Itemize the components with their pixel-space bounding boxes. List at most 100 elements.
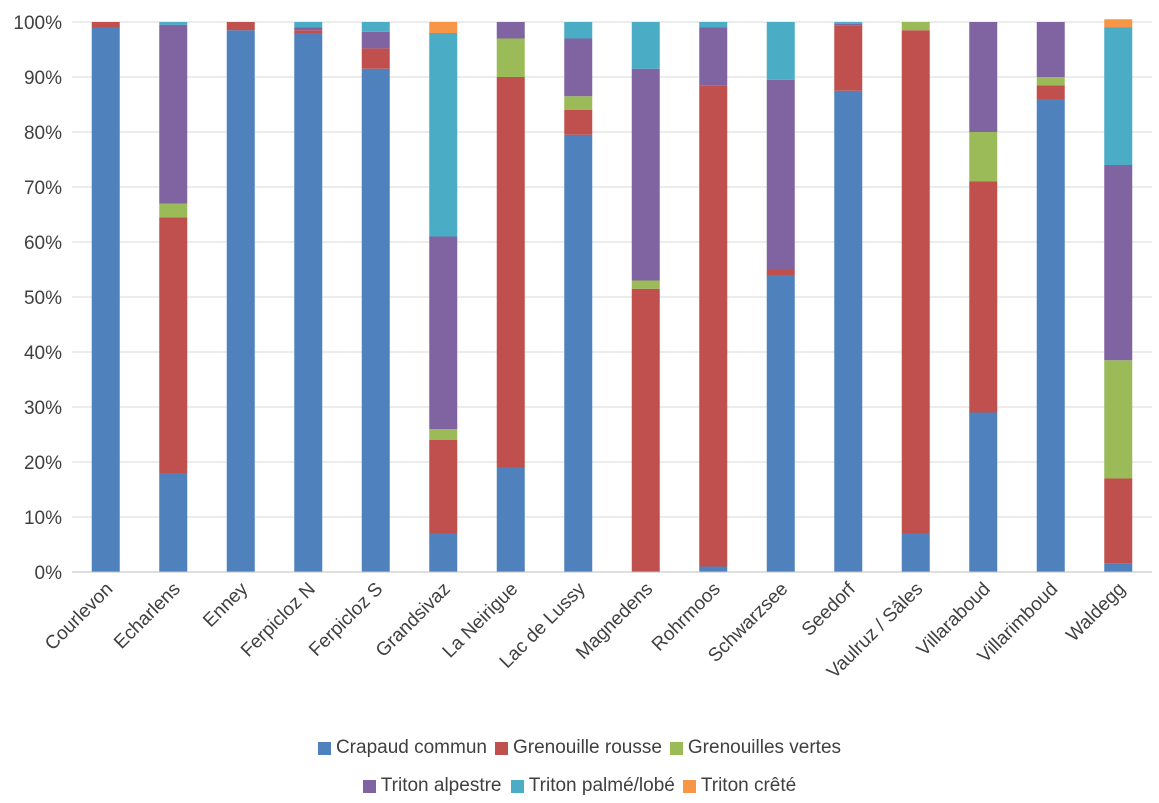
- legend-item-triton-crete: Triton crêté: [682, 775, 797, 797]
- bar-segment: [699, 27, 728, 86]
- bar-segment: [294, 22, 323, 28]
- bar-segment: [496, 38, 525, 77]
- bar-segment: [564, 38, 593, 97]
- bar-segment: [159, 473, 188, 572]
- legend-swatch: [494, 741, 508, 755]
- legend-item-triton-alpestre: Triton alpestre: [362, 775, 503, 797]
- bar-segment: [969, 132, 998, 182]
- bar-segment: [1036, 85, 1065, 99]
- bar-segment: [226, 22, 255, 31]
- bar-segment: [631, 288, 660, 572]
- bar-segment: [766, 275, 795, 572]
- y-tick-label: 30%: [24, 398, 62, 419]
- bar-segment: [1104, 19, 1133, 28]
- bar-segment: [361, 68, 390, 572]
- bar-segment: [496, 467, 525, 572]
- bar-segment: [361, 22, 390, 32]
- legend-swatch: [669, 741, 683, 755]
- bar-segment: [901, 22, 930, 31]
- y-tick-label: 60%: [24, 233, 62, 254]
- y-tick-label: 0%: [35, 563, 63, 584]
- bar-segment: [429, 440, 458, 534]
- bar-segment: [834, 22, 863, 24]
- bar-segment: [564, 96, 593, 110]
- bar-segment: [429, 429, 458, 440]
- legend-item-crapaud-commun: Crapaud commun: [317, 737, 487, 759]
- bar-segment: [834, 23, 863, 26]
- bar-segment: [91, 27, 120, 572]
- y-tick-label: 100%: [13, 13, 62, 34]
- legend-label: Grenouille rousse: [512, 737, 662, 758]
- x-tick-label: Echarlens: [110, 579, 185, 654]
- bar-segment: [699, 85, 728, 567]
- legend-label: Triton alpestre: [380, 775, 502, 796]
- y-tick-label: 70%: [24, 178, 62, 199]
- bar-segment: [1104, 360, 1133, 479]
- bar-segment: [226, 30, 255, 572]
- bar-segment: [496, 22, 525, 39]
- legend-swatch: [510, 779, 524, 793]
- bar-segment: [1036, 77, 1065, 86]
- y-tick-label: 50%: [24, 288, 62, 309]
- bar-segment: [159, 22, 188, 25]
- bar-segment: [1104, 165, 1133, 361]
- bar-segment: [969, 181, 998, 413]
- bar-segment: [834, 90, 863, 572]
- bar-segment: [901, 30, 930, 534]
- bar-segment: [901, 533, 930, 572]
- legend-label: Crapaud commun: [335, 737, 487, 758]
- y-tick-label: 40%: [24, 343, 62, 364]
- bar-segment: [1104, 27, 1133, 165]
- bar-segment: [969, 412, 998, 572]
- legend-label: Triton crêté: [700, 775, 797, 796]
- bar-segment: [361, 48, 390, 69]
- bar-segment: [429, 533, 458, 572]
- bar-segment: [699, 566, 728, 572]
- bar-segment: [1104, 563, 1133, 572]
- y-tick-label: 10%: [24, 508, 62, 529]
- x-tick-label: Seedorf: [798, 578, 860, 640]
- x-tick-label: Waldegg: [1062, 579, 1129, 646]
- bar-segment: [631, 68, 660, 281]
- x-tick-label: Courlevon: [41, 579, 117, 655]
- bar-segment: [766, 269, 795, 275]
- x-tick-label: Enney: [199, 578, 252, 631]
- legend-swatch: [682, 779, 696, 793]
- legend-label: Grenouilles vertes: [687, 737, 842, 758]
- bar-segment: [159, 203, 188, 218]
- legend-label: Triton palmé/lobé: [528, 775, 675, 796]
- bar-segment: [429, 22, 458, 33]
- legend-row-1: Crapaud commun Grenouille rousse Grenoui…: [0, 737, 1159, 759]
- bar-segment: [294, 30, 323, 33]
- bar-segment: [834, 25, 863, 91]
- legend-item-triton-palme-lobe: Triton palmé/lobé: [510, 775, 675, 797]
- bar-segment: [1036, 22, 1065, 77]
- bar-segment: [294, 27, 323, 31]
- y-tick-label: 90%: [24, 68, 62, 89]
- bar-segment: [564, 110, 593, 135]
- bar-segment: [969, 22, 998, 132]
- bar-segment: [631, 280, 660, 289]
- bar-segment: [564, 22, 593, 39]
- legend-swatch: [362, 779, 376, 793]
- bar-segment: [1104, 478, 1133, 564]
- bar-segment: [766, 79, 795, 270]
- bar-segment: [699, 22, 728, 28]
- bar-segment: [564, 134, 593, 572]
- bar-segment: [429, 33, 458, 237]
- legend-swatch: [317, 741, 331, 755]
- legend-row-2: Triton alpestre Triton palmé/lobé Triton…: [0, 775, 1159, 797]
- y-tick-label: 20%: [24, 453, 62, 474]
- bar-segment: [159, 24, 188, 204]
- bar-segment: [631, 22, 660, 69]
- bar-segment: [766, 22, 795, 80]
- bar-segment: [361, 31, 390, 49]
- y-tick-label: 80%: [24, 123, 62, 144]
- bar-segment: [429, 236, 458, 429]
- bar-segment: [496, 77, 525, 468]
- bar-segment: [91, 22, 120, 28]
- bar-segment: [294, 33, 323, 572]
- bar-segment: [159, 217, 188, 473]
